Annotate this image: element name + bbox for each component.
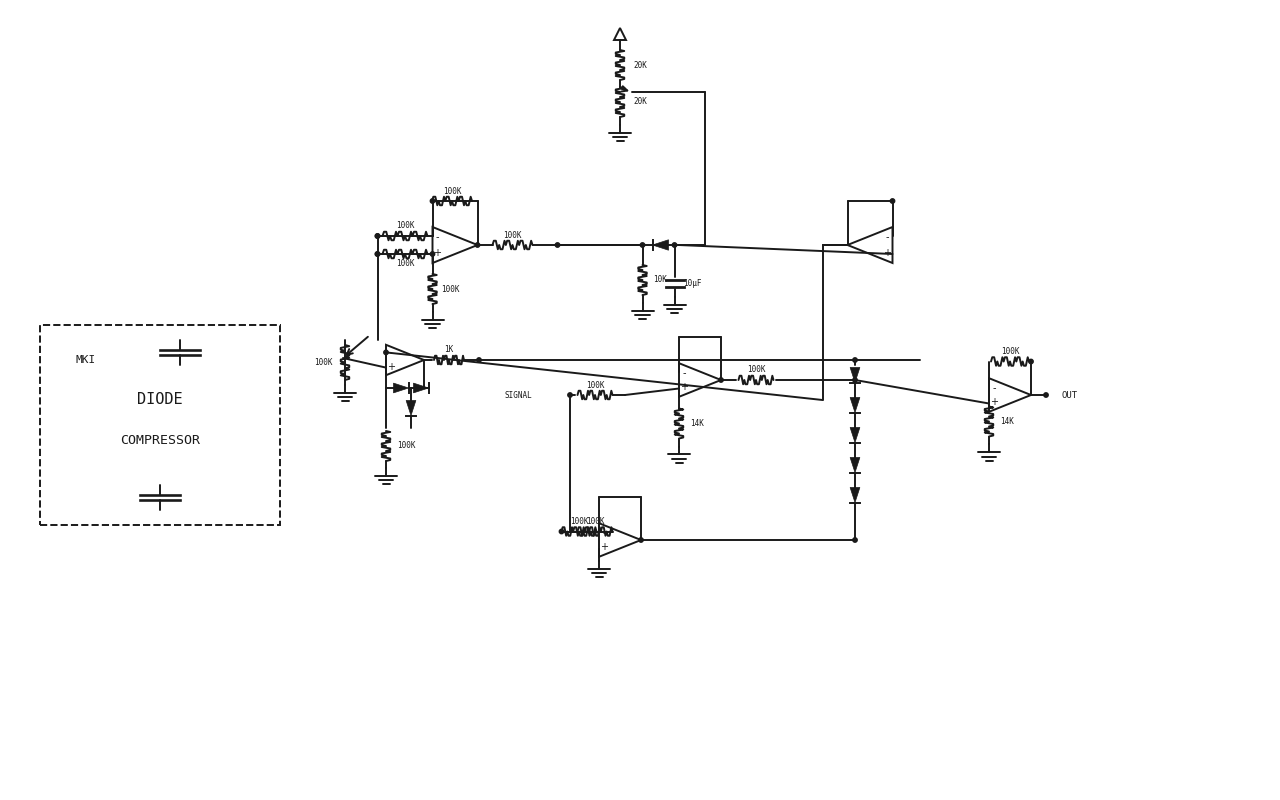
Circle shape [556,242,559,247]
Circle shape [375,234,380,238]
Text: 100K: 100K [442,285,460,294]
Polygon shape [393,383,408,393]
Circle shape [852,358,858,362]
Circle shape [568,393,572,397]
Text: +: + [434,248,442,258]
Circle shape [375,252,380,256]
Circle shape [375,234,380,238]
Text: 100K: 100K [397,442,415,450]
Text: 100K: 100K [1001,347,1019,356]
Text: 100K: 100K [396,222,415,230]
Text: 100K: 100K [570,517,589,526]
Circle shape [475,242,480,247]
Text: 100K: 100K [314,358,333,367]
Text: 1K: 1K [444,346,453,354]
Circle shape [891,198,895,203]
Text: 14K: 14K [1000,417,1014,426]
Text: -: - [603,528,605,538]
Circle shape [719,378,723,382]
Text: 20K: 20K [634,61,646,70]
Text: 100K: 100K [503,230,522,239]
Text: 14K: 14K [690,419,704,428]
Circle shape [430,252,435,256]
Text: 10K: 10K [654,275,667,285]
Text: 100K: 100K [746,366,765,374]
Circle shape [430,198,435,203]
Bar [40,325,280,525]
Circle shape [640,242,645,247]
Text: 100K: 100K [586,517,604,526]
Circle shape [639,538,644,542]
Text: 10μF: 10μF [684,278,701,287]
Text: +: + [387,362,396,372]
Polygon shape [850,458,860,473]
Circle shape [1029,359,1033,364]
Text: +: + [680,382,689,392]
Text: 20K: 20K [634,98,646,106]
Text: -: - [682,368,686,378]
Text: -: - [992,382,996,393]
Text: MKI: MKI [76,355,95,365]
Text: 100K: 100K [586,381,604,390]
Text: -: - [886,232,890,242]
Polygon shape [850,398,860,413]
Polygon shape [850,487,860,502]
Text: +: + [600,542,608,552]
Polygon shape [850,427,860,442]
Circle shape [1043,393,1048,397]
Text: -: - [389,348,393,358]
Polygon shape [653,240,668,250]
Circle shape [852,378,858,382]
Circle shape [852,538,858,542]
Text: 100K: 100K [443,187,461,197]
Text: -: - [435,232,439,242]
Polygon shape [850,367,860,382]
Circle shape [384,350,388,354]
Circle shape [559,530,563,534]
Circle shape [477,358,481,362]
Text: +: + [989,398,998,407]
Text: SIGNAL: SIGNAL [504,390,532,399]
Text: DIODE: DIODE [137,393,183,407]
Text: OUT: OUT [1061,390,1078,399]
Text: +: + [883,248,891,258]
Text: 100K: 100K [396,259,415,269]
Text: COMPRESSOR: COMPRESSOR [120,434,200,446]
Polygon shape [406,401,416,415]
Circle shape [672,242,677,247]
Circle shape [375,252,380,256]
Polygon shape [413,383,429,393]
